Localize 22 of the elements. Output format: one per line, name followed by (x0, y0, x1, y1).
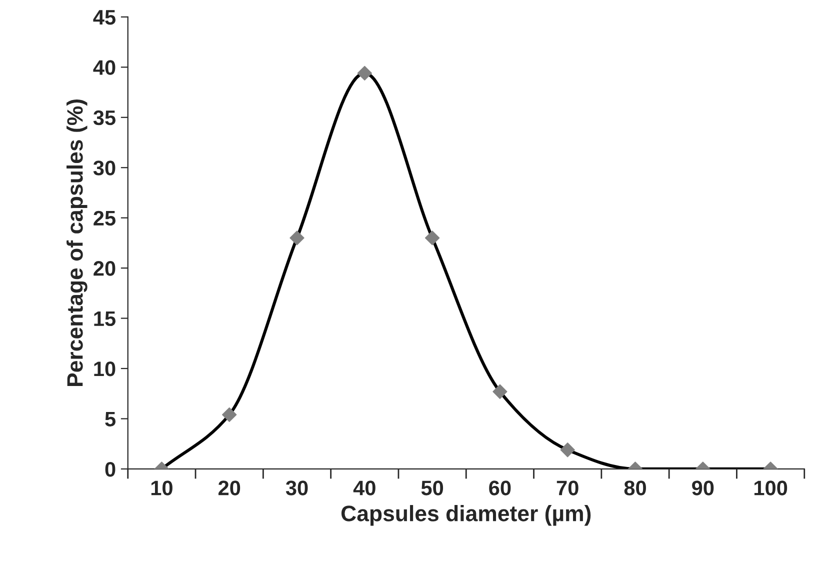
y-tick-label: 35 (93, 110, 116, 126)
x-tick-label: 70 (556, 480, 578, 496)
y-tick-label: 5 (105, 412, 116, 426)
y-tick-label: 40 (93, 60, 116, 75)
x-tick-label: 40 (353, 480, 376, 496)
x-tick-label: 50 (421, 480, 444, 496)
x-tick-label: 20 (218, 480, 240, 496)
y-tick-label: 20 (94, 261, 116, 276)
y-tick-label: 0 (105, 462, 116, 477)
x-axis-title: Capsules diameter (µm) (341, 505, 591, 526)
y-tick-label: 10 (94, 362, 116, 376)
x-tick-label: 100 (754, 480, 788, 496)
y-tick-label: 45 (93, 10, 116, 25)
y-tick-label: 15 (94, 312, 116, 326)
x-tick-label: 30 (286, 480, 308, 496)
y-tick-label: 30 (93, 160, 116, 176)
y-tick-label: 25 (94, 210, 116, 226)
y-axis-title: Percentage of capsules (%) (66, 100, 88, 386)
x-tick-label: 60 (489, 480, 511, 496)
x-tick-label: 80 (624, 480, 646, 496)
x-tick-label: 90 (692, 480, 714, 496)
x-tick-label: 10 (151, 480, 172, 496)
